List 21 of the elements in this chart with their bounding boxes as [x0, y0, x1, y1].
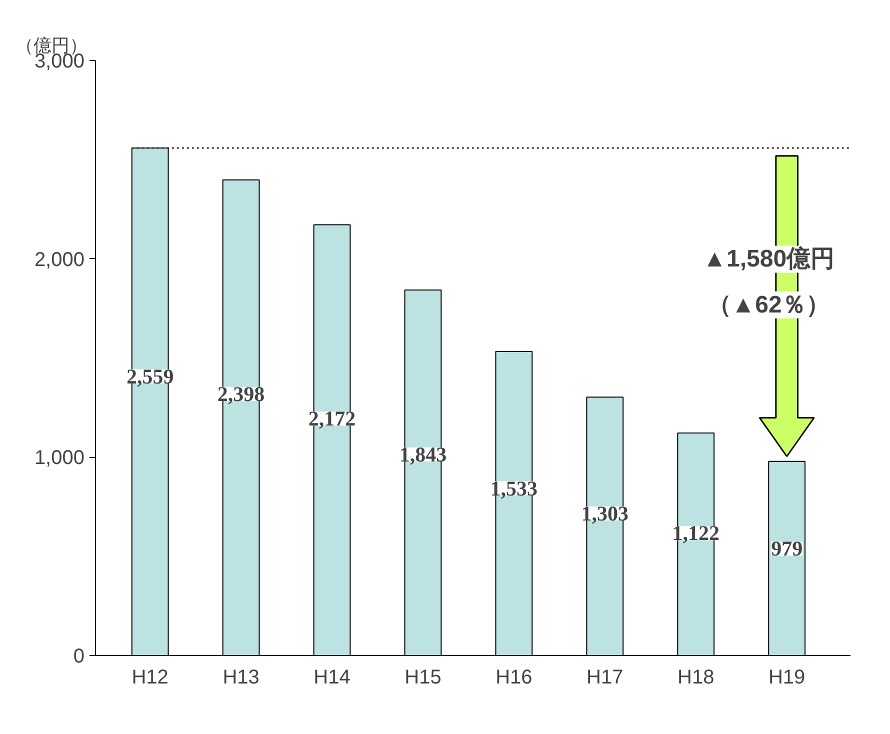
x-tick-label: H17: [586, 666, 624, 688]
data-label: 1,843: [399, 442, 447, 466]
x-tick-label: H15: [404, 666, 442, 688]
x-tick-label: H12: [132, 666, 168, 688]
annotation: （▲62％）: [707, 291, 830, 318]
data-label: 2,172: [308, 406, 356, 431]
x-tick-label: H13: [222, 666, 260, 688]
data-label: 1,533: [490, 476, 538, 500]
x-tick-label: H18: [678, 666, 714, 688]
y-tick-label: 1,000: [34, 447, 85, 470]
x-tick-label: H14: [314, 666, 350, 688]
y-tick-label: 2,000: [34, 248, 85, 271]
x-tick-label: H16: [496, 666, 532, 688]
x-tick-label: H19: [768, 666, 806, 688]
data-label: 2,398: [217, 382, 265, 406]
data-label: 2,559: [126, 364, 174, 388]
data-label: 979: [771, 536, 803, 561]
data-label: 1,122: [672, 521, 720, 546]
y-tick-label: 0: [73, 646, 84, 668]
data-label: 1,303: [581, 501, 629, 526]
annotation: ▲1,580億円: [702, 246, 835, 273]
